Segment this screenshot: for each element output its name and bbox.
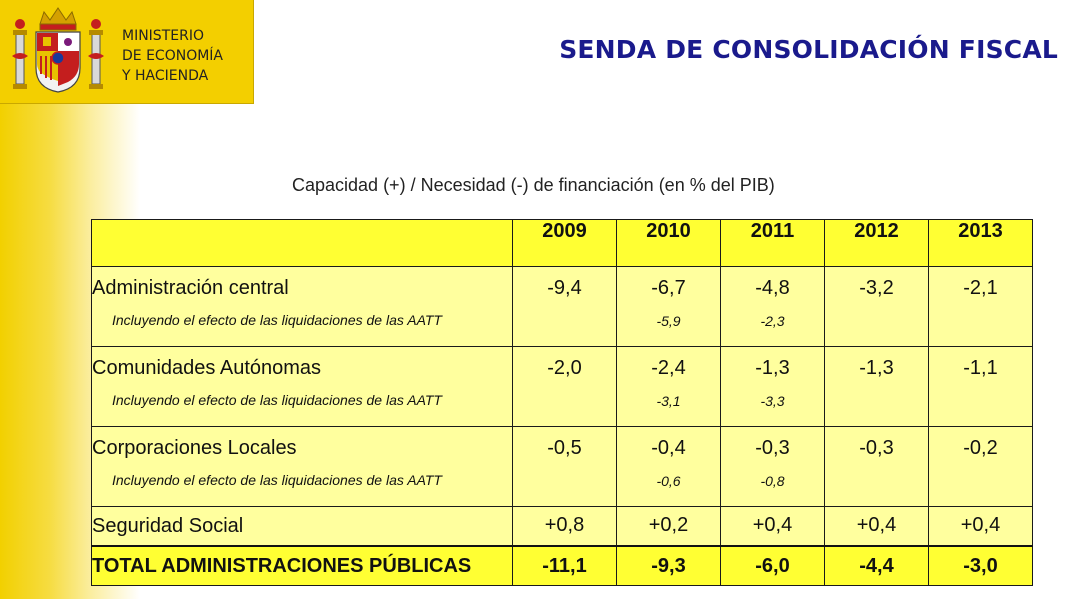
row-label-cell: Seguridad Social	[91, 506, 513, 547]
coat-of-arms-icon	[12, 7, 104, 93]
value: -0,3	[755, 437, 790, 459]
value-cell: -3,2	[824, 266, 929, 347]
value: +0,4	[856, 514, 897, 536]
value: -4,8	[755, 277, 790, 299]
note-value	[825, 393, 928, 411]
table-row: Comunidades Autónomas Incluyendo el efec…	[91, 346, 1033, 427]
value: -1,1	[963, 357, 998, 379]
value-cell: -0,3	[824, 426, 929, 507]
value: -2,4	[651, 357, 686, 379]
value: -1,3	[859, 357, 894, 379]
note-value	[929, 393, 1032, 411]
value: -6,7	[651, 277, 686, 299]
note-value: -3,3	[760, 393, 785, 409]
value: -3,2	[859, 277, 894, 299]
value: -0,4	[651, 437, 686, 459]
ministry-line-3: Y HACIENDA	[122, 68, 209, 84]
ministry-header: MINISTERIO DE ECONOMÍA Y HACIENDA	[0, 0, 254, 104]
value-cell: -0,3 -0,8	[720, 426, 825, 507]
total-row: TOTAL ADMINISTRACIONES PÚBLICAS -11,1 -9…	[91, 545, 1033, 586]
total-value-cell: -3,0	[928, 545, 1033, 586]
total-value-cell: -9,3	[616, 545, 721, 586]
value-cell: +0,4	[720, 506, 825, 547]
value: -9,4	[547, 277, 582, 299]
row-label: Administración central	[92, 277, 289, 299]
table-row: Administración central Incluyendo el efe…	[91, 266, 1033, 347]
row-label-cell: Administración central Incluyendo el efe…	[91, 266, 513, 347]
fiscal-table: 2009 2010 2011 2012 2013 Administración …	[91, 219, 1033, 586]
note-value	[513, 473, 616, 491]
total-value: -11,1	[542, 554, 587, 577]
note-value: -0,6	[656, 473, 681, 489]
value: -0,3	[859, 437, 894, 459]
note-value: -0,8	[760, 473, 785, 489]
value-cell: -9,4	[512, 266, 617, 347]
value: -2,0	[547, 357, 582, 379]
note-value	[513, 393, 616, 411]
value-cell: -6,7 -5,9	[616, 266, 721, 347]
total-value: -6,0	[755, 554, 790, 577]
row-label: Seguridad Social	[92, 514, 244, 537]
row-note: Incluyendo el efecto de las liquidacione…	[112, 392, 442, 408]
value: +0,2	[648, 514, 689, 536]
table-caption: Capacidad (+) / Necesidad (-) de financi…	[292, 175, 775, 195]
year-header: 2013	[928, 219, 1033, 267]
note-value: -3,1	[656, 393, 681, 409]
value-cell: +0,8	[512, 506, 617, 547]
note-value	[929, 473, 1032, 491]
ministry-line-2: DE ECONOMÍA	[122, 48, 223, 64]
year-header: 2012	[824, 219, 929, 267]
value: -0,2	[963, 437, 998, 459]
total-value: -3,0	[963, 554, 998, 577]
value: -0,5	[547, 437, 582, 459]
row-note: Incluyendo el efecto de las liquidacione…	[112, 472, 442, 488]
row-note: Incluyendo el efecto de las liquidacione…	[112, 312, 442, 328]
total-label-cell: TOTAL ADMINISTRACIONES PÚBLICAS	[91, 545, 513, 586]
total-value-cell: -6,0	[720, 545, 825, 586]
value-cell: +0,4	[928, 506, 1033, 547]
value-cell: -1,3	[824, 346, 929, 427]
value-cell: -0,2	[928, 426, 1033, 507]
note-value	[825, 473, 928, 491]
value: +0,4	[960, 514, 1001, 536]
row-label-cell: Comunidades Autónomas Incluyendo el efec…	[91, 346, 513, 427]
total-label: TOTAL ADMINISTRACIONES PÚBLICAS	[92, 554, 472, 577]
value-cell: -1,3 -3,3	[720, 346, 825, 427]
value: -1,3	[755, 357, 790, 379]
row-label: Corporaciones Locales	[92, 437, 297, 459]
row-label: Comunidades Autónomas	[92, 357, 322, 379]
header-row: 2009 2010 2011 2012 2013	[91, 219, 1033, 267]
value-cell: -0,5	[512, 426, 617, 507]
table-row: Corporaciones Locales Incluyendo el efec…	[91, 426, 1033, 507]
value: +0,4	[752, 514, 793, 536]
value-cell: -0,4 -0,6	[616, 426, 721, 507]
value-cell: -2,0	[512, 346, 617, 427]
total-value: -4,4	[859, 554, 894, 577]
value: -2,1	[963, 277, 998, 299]
total-value: -9,3	[651, 554, 686, 577]
note-value	[825, 313, 928, 331]
value-cell: -2,4 -3,1	[616, 346, 721, 427]
page-title: SENDA DE CONSOLIDACIÓN FISCAL	[559, 35, 1058, 64]
note-value: -5,9	[656, 313, 681, 329]
value-cell: -1,1	[928, 346, 1033, 427]
value-cell: +0,2	[616, 506, 721, 547]
note-value	[513, 313, 616, 331]
table-row: Seguridad Social +0,8 +0,2 +0,4 +0,4 +0,…	[91, 506, 1033, 547]
row-label-cell: Corporaciones Locales Incluyendo el efec…	[91, 426, 513, 507]
value: +0,8	[544, 514, 585, 536]
header-corner	[91, 219, 513, 267]
year-header: 2010	[616, 219, 721, 267]
year-header: 2009	[512, 219, 617, 267]
value-cell: +0,4	[824, 506, 929, 547]
note-value: -2,3	[760, 313, 785, 329]
ministry-name: MINISTERIO DE ECONOMÍA Y HACIENDA	[122, 26, 223, 86]
total-value-cell: -4,4	[824, 545, 929, 586]
total-value-cell: -11,1	[512, 545, 617, 586]
value-cell: -4,8 -2,3	[720, 266, 825, 347]
ministry-line-1: MINISTERIO	[122, 28, 204, 44]
note-value	[929, 313, 1032, 331]
year-header: 2011	[720, 219, 825, 267]
value-cell: -2,1	[928, 266, 1033, 347]
